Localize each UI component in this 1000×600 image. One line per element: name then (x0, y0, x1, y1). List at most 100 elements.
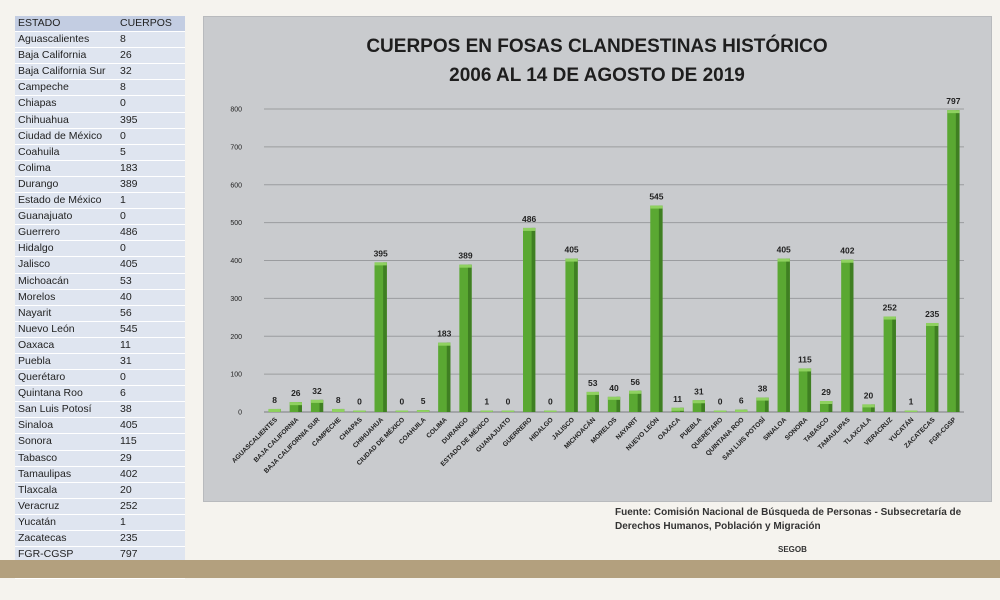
data-label: 797 (946, 96, 960, 106)
grid-lines (264, 108, 964, 413)
data-label: 29 (821, 387, 831, 397)
bar-cap (862, 404, 875, 408)
table-body: Aguascalientes 8 Baja California 26 Baja Cal… (15, 31, 185, 580)
bar-cap (438, 342, 451, 346)
table-row: Ciudad de México 0 (15, 128, 185, 145)
body-count-cell: 1 (117, 514, 185, 532)
body-count-cell: 8 (117, 79, 185, 97)
bar-cap (883, 316, 896, 320)
bar-cap (395, 410, 409, 412)
table-row: Querétaro 0 (15, 369, 185, 387)
table-row: San Luis Potosí 38 (15, 401, 185, 419)
bar-shade (637, 390, 642, 412)
table-row: Campeche 8 (15, 79, 185, 97)
bar-shade (319, 399, 324, 412)
bar (819, 401, 833, 412)
body-count-cell: 235 (117, 530, 185, 548)
body-count-cell: 0 (117, 95, 185, 113)
bar-shade (934, 322, 939, 412)
bar-cap (904, 410, 918, 412)
state-name-cell: Tamaulipas (15, 466, 117, 483)
table-row: Tlaxcala 20 (15, 482, 185, 499)
table-row: Nuevo León 545 (15, 321, 185, 338)
table-row: Hidalgo 0 (15, 240, 185, 258)
body-count-cell: 402 (117, 466, 185, 483)
data-label: 183 (437, 329, 451, 339)
data-label: 1 (484, 397, 489, 407)
data-label: 38 (758, 384, 768, 394)
state-name-cell: Quintana Roo (15, 385, 117, 403)
bar-cap (416, 410, 430, 412)
y-tick-label: 500 (230, 220, 242, 227)
table-row: Baja California 26 (15, 47, 185, 65)
table-row: Puebla 31 (15, 353, 185, 371)
data-label: 0 (548, 397, 553, 407)
body-count-cell: 405 (117, 417, 185, 435)
data-label: 5 (421, 396, 426, 406)
state-name-cell: Nayarit (15, 305, 117, 322)
table-row: Tamaulipas 402 (15, 466, 185, 483)
body-count-cell: 1 (117, 192, 185, 210)
state-name-cell: Campeche (15, 79, 117, 97)
table-row: FGR-CGSP 797 (15, 546, 185, 564)
data-label: 20 (864, 390, 874, 400)
body-count-cell: 38 (117, 401, 185, 419)
bar-cap (459, 264, 472, 268)
data-label: 8 (336, 395, 341, 405)
y-tick-label: 0 (238, 410, 242, 417)
body-count-cell: 20 (117, 482, 185, 499)
table-row: Zacatecas 235 (15, 530, 185, 548)
bar-cap (947, 110, 960, 114)
bar-shade (658, 205, 663, 412)
table-row: Guerrero 486 (15, 224, 185, 242)
source-note: Fuente: Comisión Nacional de Búsqueda de… (615, 507, 962, 532)
body-count-cell: 26 (117, 47, 185, 65)
table-row: Oaxaca 11 (15, 337, 185, 354)
bar-cap (289, 402, 302, 406)
bar-cap (777, 258, 790, 262)
y-tick-label: 700 (230, 144, 242, 151)
data-label: 0 (357, 397, 362, 407)
state-name-cell: Coahuila (15, 144, 117, 161)
x-category-label: QUINTANA ROO (705, 416, 746, 457)
body-count-cell: 0 (117, 240, 185, 258)
state-name-cell: Tabasco (15, 450, 117, 467)
state-name-cell: Chihuahua (15, 112, 117, 129)
data-label: 0 (506, 397, 511, 407)
bar-cap (565, 258, 578, 262)
bar-shade (892, 316, 896, 412)
state-name-cell: Michoacán (15, 273, 117, 290)
table-row: Estado de México 1 (15, 192, 185, 210)
data-label: 235 (925, 309, 939, 319)
body-count-cell: 797 (117, 546, 185, 564)
bar-cap (926, 322, 939, 326)
y-tick-label: 200 (230, 334, 242, 341)
table-row: Veracruz 252 (15, 498, 185, 515)
body-count-cell: 5 (117, 144, 185, 161)
bar-shade (616, 396, 621, 412)
body-count-cell: 8 (117, 31, 185, 49)
bar-cap (798, 368, 812, 372)
data-label: 486 (522, 214, 536, 224)
state-name-cell: Baja California (15, 47, 117, 65)
state-name-cell: Morelos (15, 289, 117, 306)
table-row: Morelos 40 (15, 289, 185, 306)
table-row: Jalisco 405 (15, 256, 185, 274)
bar-cap (735, 409, 748, 412)
data-label: 0 (718, 397, 723, 407)
bar (862, 404, 875, 412)
bar-cap (332, 408, 345, 412)
table-row: Baja California Sur 32 (15, 63, 185, 81)
table-row: Sinaloa 405 (15, 417, 185, 435)
y-tick-label: 400 (230, 258, 242, 265)
state-name-cell: Veracruz (15, 498, 117, 515)
table-row: Durango 389 (15, 176, 185, 194)
body-count-cell: 0 (117, 369, 185, 387)
bar (289, 402, 302, 412)
body-count-cell: 11 (117, 337, 185, 354)
data-label: 405 (564, 245, 578, 255)
body-count-cell: 183 (117, 160, 185, 177)
state-name-cell: Tlaxcala (15, 482, 117, 499)
body-count-cell: 389 (117, 176, 185, 194)
data-label: 115 (798, 354, 812, 364)
